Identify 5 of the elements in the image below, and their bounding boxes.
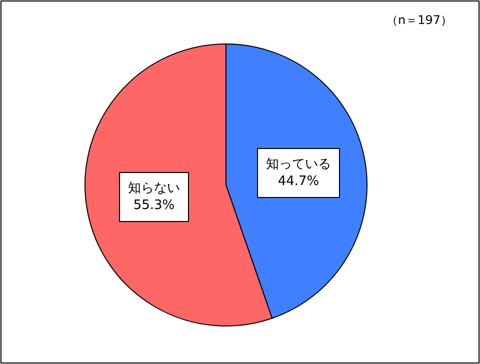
- slice-label: 知らない: [128, 181, 180, 196]
- data-label: 44.7%: [278, 174, 320, 189]
- text: （n＝197）: [386, 13, 453, 27]
- slice-label: 知っている: [266, 157, 331, 172]
- data-label: 55.3%: [133, 198, 175, 213]
